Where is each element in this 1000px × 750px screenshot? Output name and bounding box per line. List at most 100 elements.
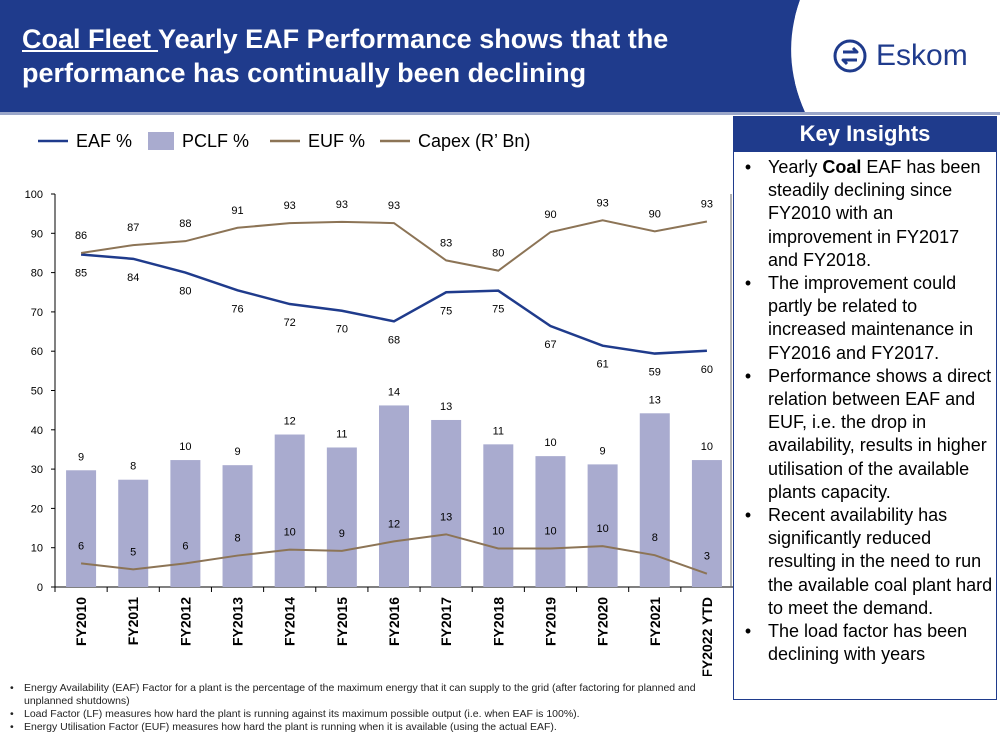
slide-title-underlined: Coal Fleet: [22, 24, 159, 54]
insight-bullet: •: [744, 157, 752, 177]
y-tick-label: 10: [31, 543, 43, 555]
bar-pclf: [535, 456, 566, 587]
x-tick-label: FY2016: [386, 597, 402, 646]
line-data-label: 68: [388, 334, 400, 346]
y-tick-label: 50: [31, 386, 43, 398]
legend-label: PCLF %: [182, 131, 249, 151]
insight-item: • Yearly Coal EAF has been steadily decli…: [738, 156, 993, 272]
line-data-label: 59: [649, 367, 661, 379]
bar-data-label: 11: [336, 428, 347, 440]
footnote-bullet: •: [10, 708, 14, 720]
line-data-label: 93: [701, 199, 713, 211]
line-data-label: 13: [440, 511, 452, 523]
insights-heading: Key Insights: [733, 116, 997, 152]
line-data-label: 5: [130, 546, 136, 558]
insight-text-rest: EAF has been steadily declining since FY…: [768, 157, 981, 270]
legend-label: EAF %: [76, 131, 132, 151]
slide-title: Coal Fleet Yearly EAF Performance shows …: [22, 22, 782, 90]
footnote-item: • Energy Utilisation Factor (EUF) measure…: [10, 721, 730, 734]
insight-item: • Performance shows a direct relation bet…: [738, 365, 993, 504]
line-data-label: 86: [75, 230, 87, 242]
bar-pclf: [222, 465, 253, 587]
line-data-label: 61: [596, 359, 608, 371]
line-data-label: 91: [231, 205, 243, 217]
bar-pclf: [326, 447, 357, 587]
bar-data-label: 9: [78, 451, 84, 463]
line-data-label: 93: [284, 200, 296, 212]
series-line-2: [80, 219, 708, 272]
insight-bullet: •: [744, 365, 752, 386]
insight-bold: Coal: [822, 157, 862, 177]
line-data-label: 88: [179, 218, 191, 230]
line-data-label: 70: [336, 324, 348, 336]
bar-pclf: [118, 479, 149, 587]
line-data-label: 67: [544, 339, 556, 351]
line-data-label: 93: [336, 199, 348, 211]
bar-data-label: 12: [284, 416, 296, 428]
line-data-label: 84: [127, 272, 139, 284]
line-data-label: 90: [649, 208, 661, 220]
bar-pclf: [170, 460, 201, 587]
bar-pclf: [587, 464, 618, 587]
line-data-label: 10: [492, 525, 504, 537]
bar-pclf: [66, 470, 97, 587]
y-tick-label: 40: [31, 425, 43, 437]
insight-item: • The load factor has been declining with…: [738, 620, 993, 666]
line-data-label: 9: [339, 528, 345, 540]
eskom-logo: Eskom: [832, 34, 972, 78]
insight-item: • Recent availability has significantly r…: [738, 504, 993, 620]
legend-label: Capex (R’ Bn): [418, 131, 530, 151]
chart-svg: 0 10 20 30 40 50 60 70 80 90 100 FY2010 FY2011 FY2012…: [25, 131, 733, 678]
insight-text: Recent availability has significantly re…: [768, 505, 993, 618]
legend-swatch: [148, 132, 174, 150]
x-tick-label: FY2012: [177, 597, 193, 646]
line-data-label: 6: [78, 540, 84, 552]
y-tick-label: 80: [31, 268, 43, 280]
line-data-label: 3: [704, 551, 710, 563]
line-data-label: 10: [284, 527, 296, 539]
footnote-item: • Load Factor (LF) measures how hard the …: [10, 708, 730, 721]
line-data-label: 80: [492, 248, 504, 260]
y-tick-label: 100: [25, 189, 43, 201]
bar-pclf: [639, 413, 670, 587]
line-data-label: 12: [388, 518, 400, 530]
x-tick-label: FY2021: [647, 597, 663, 646]
line-data-label: 8: [234, 533, 240, 545]
logo-text: Eskom: [876, 39, 968, 72]
line-data-label: 93: [388, 200, 400, 212]
bar-data-label: 11: [493, 425, 504, 437]
line-data-label: 93: [596, 197, 608, 209]
footnote-text: Load Factor (LF) measures how hard the p…: [24, 708, 580, 720]
bar-data-label: 10: [544, 437, 556, 449]
line-data-label: 83: [440, 237, 452, 249]
bar-data-label: 14: [388, 386, 400, 398]
x-tick-label: FY2019: [542, 597, 558, 646]
footnotes: • Energy Availability (EAF) Factor for a …: [10, 682, 730, 734]
insight-text: Performance shows a direct relation betw…: [768, 365, 992, 502]
eskom-logo-icon: [833, 39, 867, 73]
x-tick-label: FY2013: [230, 597, 246, 646]
y-tick-label: 90: [31, 228, 43, 240]
insight-text: Yearly: [768, 157, 823, 177]
footnote-item: • Energy Availability (EAF) Factor for a …: [10, 682, 730, 708]
bar-data-label: 10: [179, 441, 191, 453]
x-tick-label: FY2011: [125, 597, 141, 645]
y-tick-label: 30: [31, 464, 43, 476]
header-rule: [0, 112, 1000, 115]
y-tick-label: 60: [31, 346, 43, 358]
bar-data-label: 10: [701, 441, 713, 453]
bar-data-label: 9: [234, 446, 240, 458]
bar-pclf: [483, 444, 514, 587]
series-line-0: [80, 253, 707, 355]
bar-data-label: 8: [130, 461, 136, 473]
x-tick-label: FY2017: [438, 597, 454, 646]
insight-item: • The improvement could partly be related…: [738, 272, 993, 365]
line-data-label: 76: [231, 303, 243, 315]
bar-data-label: 13: [649, 394, 661, 406]
bar-pclf: [379, 405, 409, 587]
bar-pclf: [691, 460, 722, 587]
x-tick-label: FY2022 YTD: [699, 597, 715, 676]
footnote-bullet: •: [10, 721, 14, 733]
insight-text: The improvement could partly be related …: [768, 273, 974, 363]
bar-data-label: 13: [440, 401, 452, 413]
